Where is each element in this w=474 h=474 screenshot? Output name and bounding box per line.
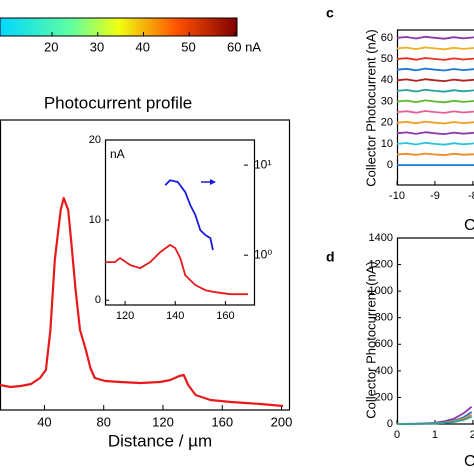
x-tick-label: 160 [216, 310, 234, 322]
x-axis-label: C [464, 217, 474, 234]
panel-label: d [326, 249, 335, 265]
colorbar-tick-label: 20 [44, 39, 58, 54]
y-tick-label: 800 [375, 312, 393, 324]
x-tick-label: 80 [96, 414, 110, 429]
y-tick-label: 1400 [369, 232, 393, 244]
x-tick-label: 120 [116, 310, 134, 322]
y-axis-label: Collector Photocurrent (nA) [363, 261, 378, 419]
x-tick-label: -8 [468, 190, 474, 202]
y-axis-label: Collector Photocurrent (nA) [363, 29, 378, 187]
data-line [396, 57, 474, 61]
colorbar-tick-label: 60 nA [227, 39, 261, 54]
y-tick-label: 50 [381, 53, 393, 65]
x-tick-label: 40 [37, 414, 51, 429]
colorbar-tick-label: 30 [90, 39, 104, 54]
data-line [396, 35, 474, 40]
y-axis-label: nA [110, 147, 125, 161]
data-line [396, 120, 474, 125]
y-tick-label: 10 [89, 214, 101, 226]
colorbar-tick-label: 50 [181, 39, 195, 54]
x-tick-label: 1 [432, 429, 438, 441]
y-tick-label: 1000 [369, 285, 393, 297]
plot-frame [396, 29, 474, 186]
y-tick-label: 600 [375, 338, 393, 350]
x-tick-label: -9 [430, 190, 440, 202]
y-tick-label: 20 [381, 117, 393, 129]
y-tick-label: 200 [375, 391, 393, 403]
data-line [396, 415, 473, 425]
x-tick-label: 2 [470, 429, 474, 441]
data-line [0, 196, 284, 408]
chart-title: Photocurrent profile [44, 93, 192, 112]
x-tick-label: 0 [394, 429, 400, 441]
y2-tick-label: 10¹ [254, 157, 271, 171]
y-tick-label: 0 [387, 159, 393, 171]
x-tick-label: -10 [389, 190, 405, 202]
y-tick-label: 1200 [369, 258, 393, 270]
colorbar-tick-label: 40 [136, 39, 150, 54]
x-tick-label: 200 [271, 414, 293, 429]
data-line [396, 141, 474, 146]
data-line [396, 67, 474, 72]
plot-frame [104, 139, 256, 306]
data-line [164, 179, 214, 251]
inset-arrow [201, 179, 216, 185]
data-line [396, 131, 474, 135]
y-tick-label: 0 [95, 294, 101, 306]
y-tick-label: 20 [89, 134, 101, 146]
y-tick-label: 40 [381, 74, 393, 86]
colorbar [0, 17, 238, 37]
plot-frame [396, 237, 474, 425]
x-axis-label: C [464, 453, 474, 470]
y2-tick-label: 10⁰ [254, 247, 272, 261]
data-line [105, 244, 248, 296]
data-line [396, 46, 474, 51]
y-tick-label: 30 [381, 95, 393, 107]
panel-label: c [326, 5, 334, 21]
y-tick-label: 400 [375, 365, 393, 377]
data-line [396, 88, 474, 93]
y-tick-label: 0 [387, 418, 393, 430]
x-tick-label: 120 [152, 414, 174, 429]
data-line [396, 152, 474, 156]
x-axis-label: Distance / µm [108, 431, 212, 450]
y-tick-label: 10 [381, 138, 393, 150]
plot-frame [0, 119, 291, 411]
x-tick-label: 140 [166, 310, 184, 322]
y-tick-label: 60 [381, 32, 393, 44]
data-line [396, 78, 474, 82]
data-line [396, 110, 474, 114]
data-line [396, 99, 474, 104]
x-tick-label: 160 [211, 414, 233, 429]
